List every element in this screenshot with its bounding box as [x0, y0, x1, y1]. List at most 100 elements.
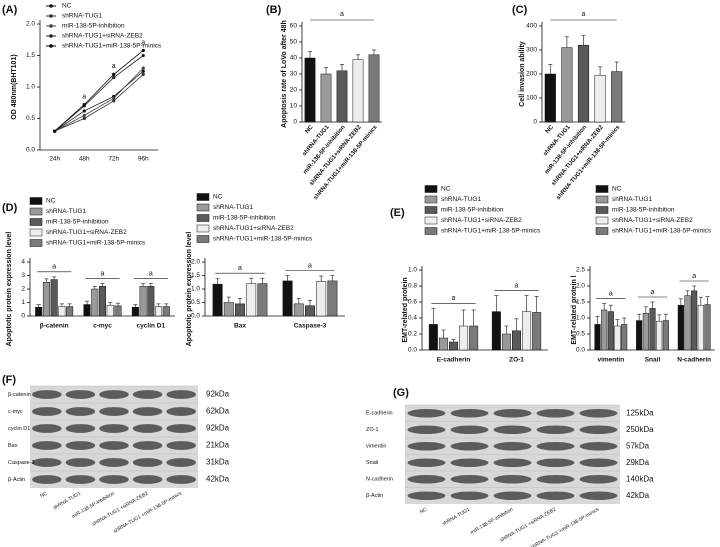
lane-label: NC [39, 490, 49, 499]
blot-band [32, 424, 62, 433]
legend-swatch [196, 235, 210, 243]
row-size: 29kDa [626, 458, 650, 467]
row-size: 57kDa [626, 441, 650, 450]
bar [147, 286, 155, 317]
bar [614, 325, 621, 351]
panel-label: (F) [2, 374, 16, 386]
legend-swatch [29, 207, 43, 216]
bar [320, 73, 332, 123]
bar [162, 306, 170, 317]
y-tick-label: 1.0 [576, 315, 585, 322]
lane-label: shRNA-TUG1 +miR-138-5P-minics [530, 506, 601, 547]
blot-band [493, 474, 532, 484]
legend-label: shRNA-TUG1+siRNA-ZEB2 [213, 225, 294, 232]
bar [336, 70, 348, 123]
blot-band [166, 458, 196, 467]
legend-swatch [196, 224, 210, 233]
x-tick-label: 72h [108, 156, 119, 163]
legend-swatch [196, 193, 210, 201]
bar [139, 286, 147, 317]
legend-marker [49, 34, 53, 38]
panel-label: (C) [512, 4, 528, 16]
bar [491, 311, 501, 351]
y-axis-title: EMT-related protein [402, 277, 409, 342]
bar [50, 279, 58, 317]
legend-swatch [29, 239, 43, 247]
y-tick-label: 0.0 [408, 347, 417, 354]
annotation: a [52, 264, 56, 271]
data-point [112, 96, 116, 100]
bar [594, 74, 606, 123]
legend-swatch [595, 227, 609, 235]
legend-label: shRNA-TUG1 [62, 13, 102, 20]
blot-band [450, 441, 489, 451]
blot-band [450, 408, 489, 418]
x-tick-label: N-cadherin [677, 357, 711, 364]
row-label: Bax [8, 443, 18, 449]
annotation: a [141, 39, 145, 46]
bar [577, 44, 590, 123]
annotation: a [692, 273, 696, 280]
blot-band [493, 491, 532, 501]
data-point [141, 72, 145, 76]
legend-marker [49, 4, 53, 8]
blot-band [407, 425, 446, 435]
y-tick-label: 40 [290, 55, 298, 62]
legend-marker [49, 14, 53, 18]
data-point [112, 72, 116, 76]
y-axis-title: OD 480nm(BHT101) [11, 54, 18, 119]
y-tick-label: 1.0 [408, 267, 417, 274]
bar [246, 283, 257, 317]
y-tick-label: 20 [290, 87, 298, 94]
blot-band [493, 408, 532, 418]
blot-band [32, 458, 62, 467]
y-tick-label: 400 [526, 23, 537, 30]
legend-label: NC [441, 186, 451, 193]
annotation: a [452, 295, 456, 302]
lane-label: miR-138-5P-inhibition [470, 507, 515, 536]
legend-swatch [595, 195, 609, 204]
y-tick-label: 4 [21, 259, 25, 266]
y-tick-label: 2 [21, 286, 25, 293]
legend-swatch [595, 185, 609, 193]
x-tick-label: 24h [49, 156, 60, 163]
bar [607, 311, 614, 351]
legend-swatch [196, 214, 210, 222]
row-label: E-cadherin [366, 411, 393, 417]
blot-band [579, 441, 618, 451]
bar [352, 59, 364, 123]
y-tick-label: 0.0 [26, 147, 35, 154]
legend-swatch [424, 206, 438, 214]
row-size: 140kDa [626, 474, 654, 483]
blot-band [579, 474, 618, 484]
data-point [141, 48, 145, 53]
data-point [53, 129, 57, 133]
y-tick-label: 2.0 [576, 283, 585, 290]
row-label: β-Actin [366, 493, 383, 499]
legend-label: shRNA-TUG1+miR-138-5P-minics [62, 43, 162, 50]
bar [594, 324, 601, 351]
row-size: 125kDa [626, 408, 654, 417]
x-tick-label: E-cadherin [437, 357, 471, 364]
data-point [82, 113, 86, 117]
data-point [82, 109, 86, 113]
blot-band [99, 458, 129, 467]
y-tick-label: 1.5 [576, 299, 585, 306]
legend-label: shRNA-TUG1 [612, 196, 652, 203]
blot-band [450, 491, 489, 501]
legend-label: shRNA-TUG1 [46, 208, 86, 215]
legend-label: shRNA-TUG1+siRNA-ZEB2 [46, 229, 127, 236]
legend-marker [49, 44, 53, 48]
legend-swatch [29, 218, 43, 226]
y-axis-title: Apoptotic protein expression level [186, 232, 193, 347]
bar [704, 304, 711, 351]
bar [91, 288, 99, 317]
blot-band [99, 424, 129, 433]
x-tick-label: ZO-1 [509, 357, 524, 364]
row-size: 31kDa [206, 458, 230, 467]
bar [501, 333, 511, 351]
legend-label: NC [62, 3, 72, 10]
blot-band [493, 458, 532, 468]
annotation: a [582, 11, 586, 18]
blot-band [132, 390, 163, 399]
